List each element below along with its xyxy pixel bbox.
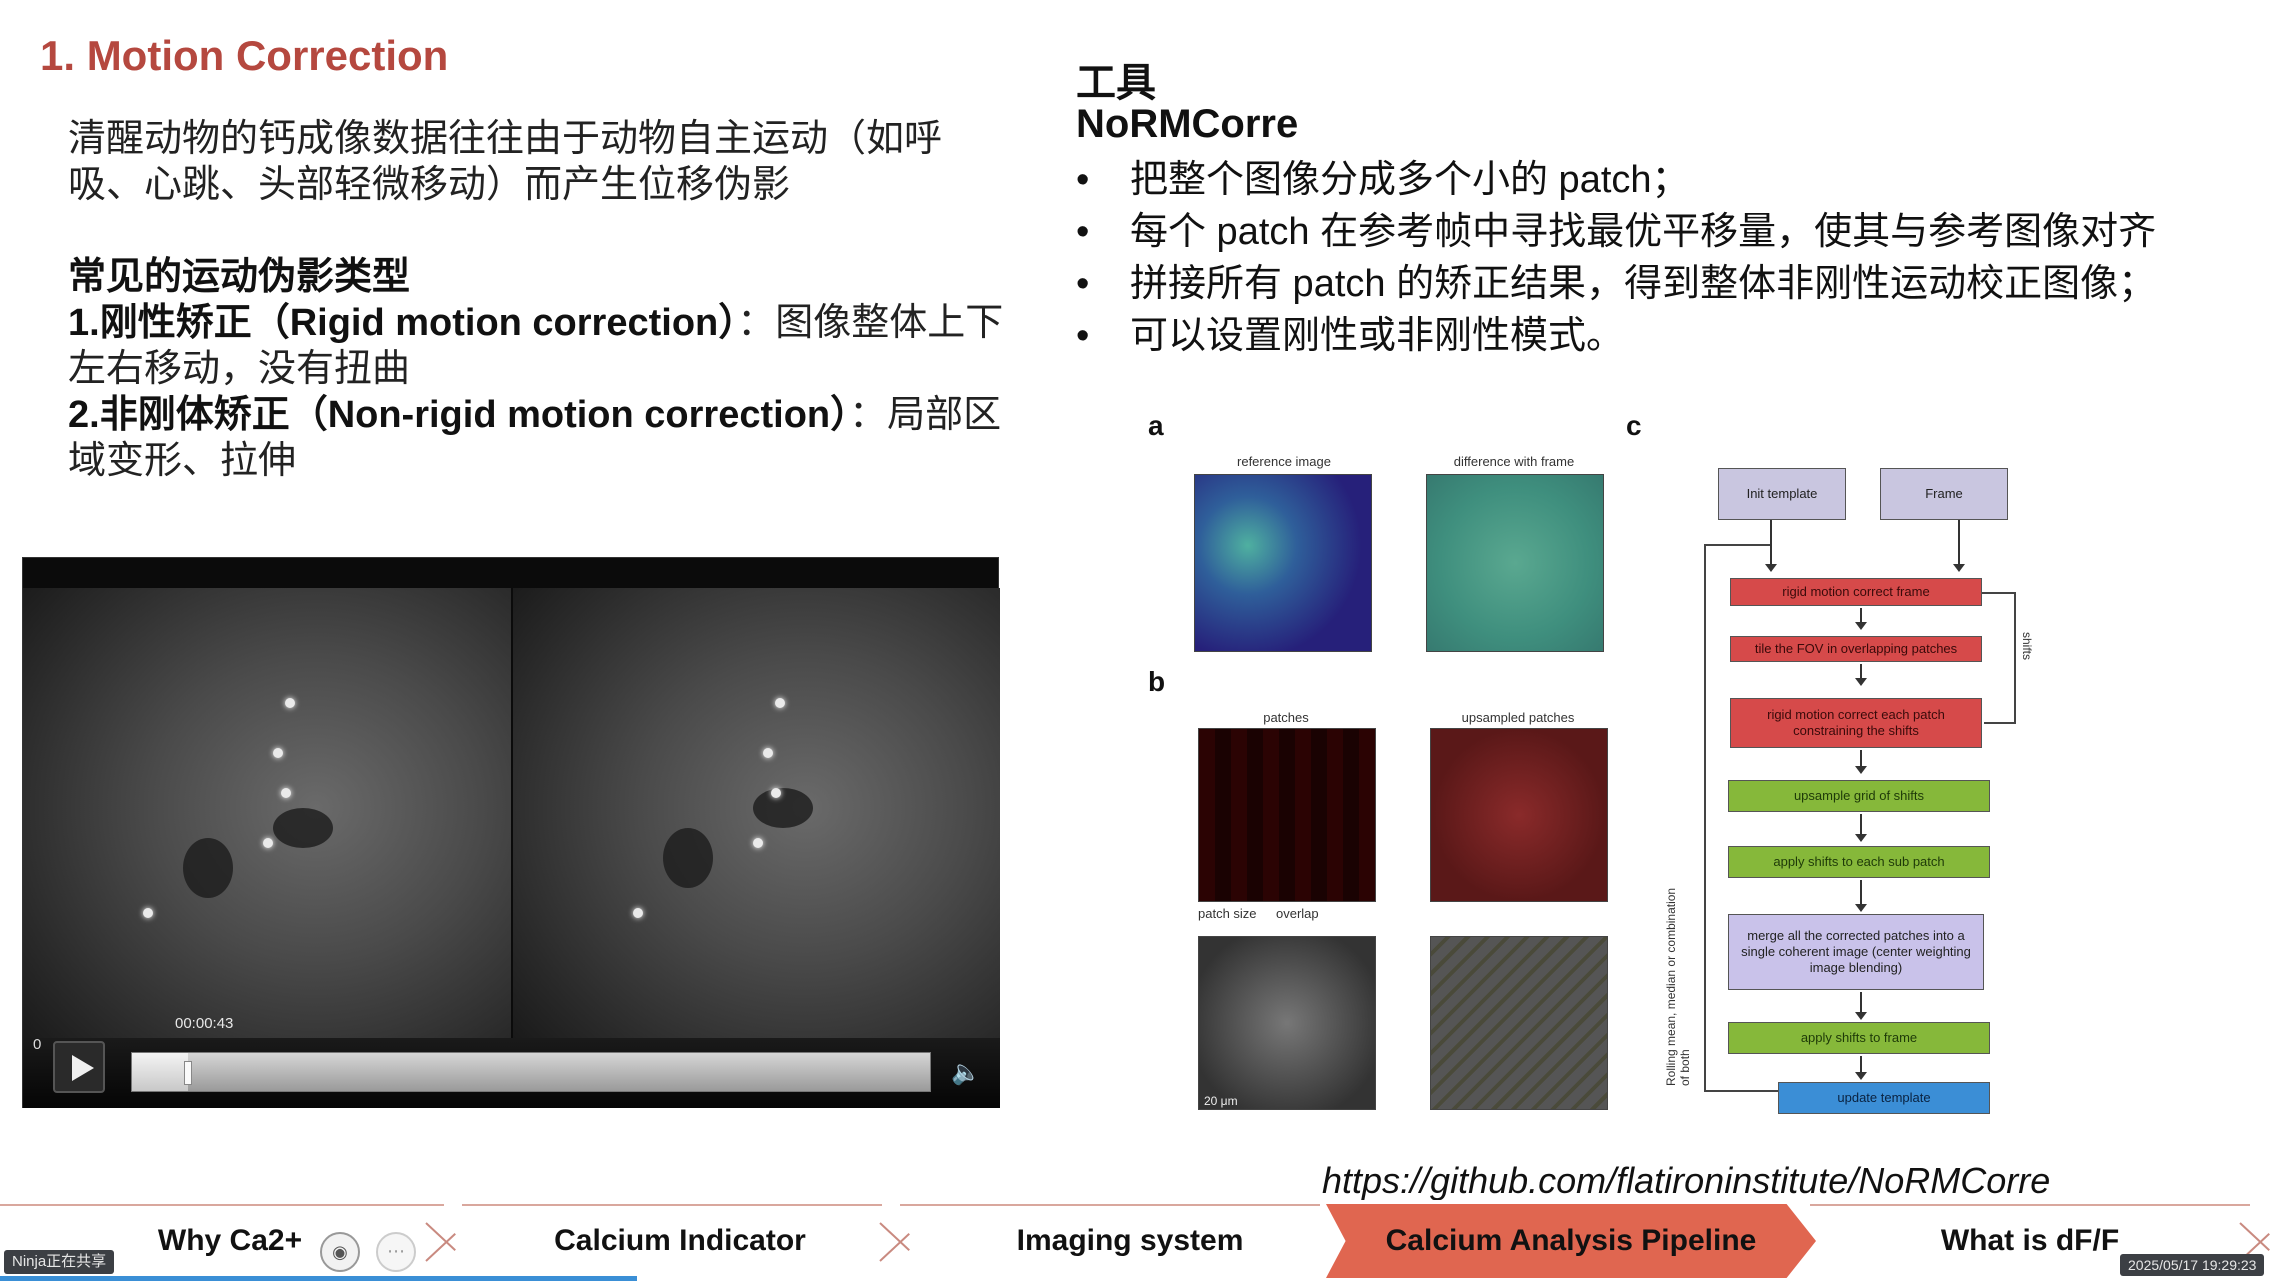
nav-border — [1810, 1204, 2250, 1206]
flow-upsample: upsample grid of shifts — [1728, 780, 1990, 812]
camera-icon[interactable]: ◉ — [320, 1232, 360, 1272]
nav-border — [462, 1204, 882, 1206]
flow-tile-patches: tile the FOV in overlapping patches — [1730, 636, 1982, 662]
patches-image — [1198, 728, 1376, 902]
upsampled-vectors-image — [1430, 936, 1608, 1110]
caption-reference: reference image — [1237, 454, 1331, 469]
flow-rolling-label: Rolling mean, median or combination of b… — [1664, 887, 1692, 1086]
intro-text: 清醒动物的钙成像数据往往由于动物自主运动（如呼吸、心跳、头部轻微移动）而产生位移… — [68, 118, 943, 206]
video-frame-corrected — [513, 588, 1000, 1076]
flow-init-template: Init template — [1718, 468, 1846, 520]
difference-image — [1426, 474, 1604, 652]
seek-progress — [132, 1053, 188, 1091]
reference-image — [1194, 474, 1372, 652]
tool-name: NoRMCorre — [1076, 102, 1299, 146]
nav-chevron-icon — [880, 1204, 918, 1278]
panel-label-c: c — [1626, 410, 1642, 441]
speaker-icon[interactable]: 🔈 — [951, 1059, 981, 1086]
flow-rigid-correct: rigid motion correct frame — [1730, 578, 1982, 606]
flow-rigid-each-patch: rigid motion correct each patch constrai… — [1730, 698, 1982, 748]
seek-bar[interactable] — [131, 1052, 931, 1092]
slide-title: 1. Motion Correction — [40, 32, 449, 79]
tools-heading: 工具 — [1076, 61, 1156, 105]
nav-why-ca[interactable]: Why Ca2+ — [157, 1224, 303, 1257]
bullet-item: 可以设置刚性或非刚性模式。 — [1076, 310, 2274, 362]
upsampled-image — [1430, 728, 1608, 902]
type-rigid-title: 1.刚性矫正（Rigid motion correction） — [68, 302, 738, 344]
type-nonrigid-desc: ：局部区域变形、拉伸 — [68, 394, 1002, 482]
flow-frame: Frame — [1880, 468, 2008, 520]
bullet-item: 把整个图像分成多个小的 patch； — [1076, 154, 2274, 206]
scale-bar: 20 μm — [1204, 1094, 1238, 1108]
type-rigid-desc: ：图像整体上下左右移动，没有扭曲 — [68, 302, 1004, 390]
panel-label-a: a — [1148, 410, 1164, 441]
video-frame-raw — [23, 588, 511, 1076]
timestamp-badge: 2025/05/17 19:29:23 — [2120, 1254, 2265, 1276]
type-nonrigid-title: 2.非刚体矫正（Non-rigid motion correction） — [68, 394, 850, 436]
flow-update-template: update template — [1778, 1082, 1990, 1114]
nav-what-is-dff[interactable]: What is dF/F — [1940, 1224, 2120, 1257]
caption-difference: difference with frame — [1453, 454, 1575, 469]
panel-label-b: b — [1148, 666, 1166, 697]
slide-progress-bar — [0, 1276, 637, 1281]
nav-border — [900, 1204, 1320, 1206]
screen-share-indicator: Ninja正在共享 — [4, 1250, 115, 1274]
nav-calcium-indicator[interactable]: Calcium Indicator — [554, 1224, 806, 1257]
video-zero-label: 0 — [33, 1036, 42, 1053]
normcorre-figure: a c b reference image difference with fr… — [1148, 410, 2068, 1130]
patch-size-label: patch size — [1198, 906, 1257, 921]
nav-chevron-icon — [426, 1204, 464, 1278]
flow-apply-frame: apply shifts to frame — [1728, 1022, 1990, 1054]
type-rigid: 1.刚性矫正（Rigid motion correction）：图像整体上下左右… — [68, 300, 1008, 392]
bullet-item: 每个 patch 在参考帧中寻找最优平移量，使其与参考图像对齐 — [1076, 206, 2274, 258]
flow-apply-sub-patch: apply shifts to each sub patch — [1728, 846, 1990, 878]
types-heading: 常见的运动伪影类型 — [68, 256, 411, 298]
caption-upsampled: upsampled patches — [1461, 710, 1575, 725]
tool-bullets: 把整个图像分成多个小的 patch； 每个 patch 在参考帧中寻找最优平移量… — [1076, 154, 2274, 362]
flow-shifts-label: shifts — [2020, 632, 2034, 661]
nav-imaging-system[interactable]: Imaging system — [1016, 1224, 1244, 1257]
artifact-types: 常见的运动伪影类型 1.刚性矫正（Rigid motion correction… — [68, 254, 1008, 484]
type-nonrigid: 2.非刚体矫正（Non-rigid motion correction）：局部区… — [68, 392, 1008, 484]
caption-patches: patches — [1263, 710, 1309, 725]
nav-border — [0, 1204, 444, 1206]
flow-merge: merge all the corrected patches into a s… — [1728, 914, 1984, 990]
bullet-item: 拼接所有 patch 的矫正结果，得到整体非刚性运动校正图像； — [1076, 258, 2274, 310]
overlap-label: overlap — [1276, 906, 1319, 921]
more-icon[interactable]: ⋯ — [376, 1232, 416, 1272]
play-icon[interactable] — [53, 1041, 105, 1093]
video-player[interactable]: 0 00:00:43 🔈 — [22, 557, 1000, 1108]
nav-calcium-pipeline[interactable]: Calcium Analysis Pipeline — [1326, 1204, 1816, 1278]
github-url[interactable]: https://github.com/flatironinstitute/NoR… — [1322, 1160, 2051, 1201]
video-timestamp: 00:00:43 — [175, 1015, 234, 1032]
seek-handle[interactable] — [183, 1061, 192, 1085]
shift-vectors-image — [1198, 936, 1376, 1110]
